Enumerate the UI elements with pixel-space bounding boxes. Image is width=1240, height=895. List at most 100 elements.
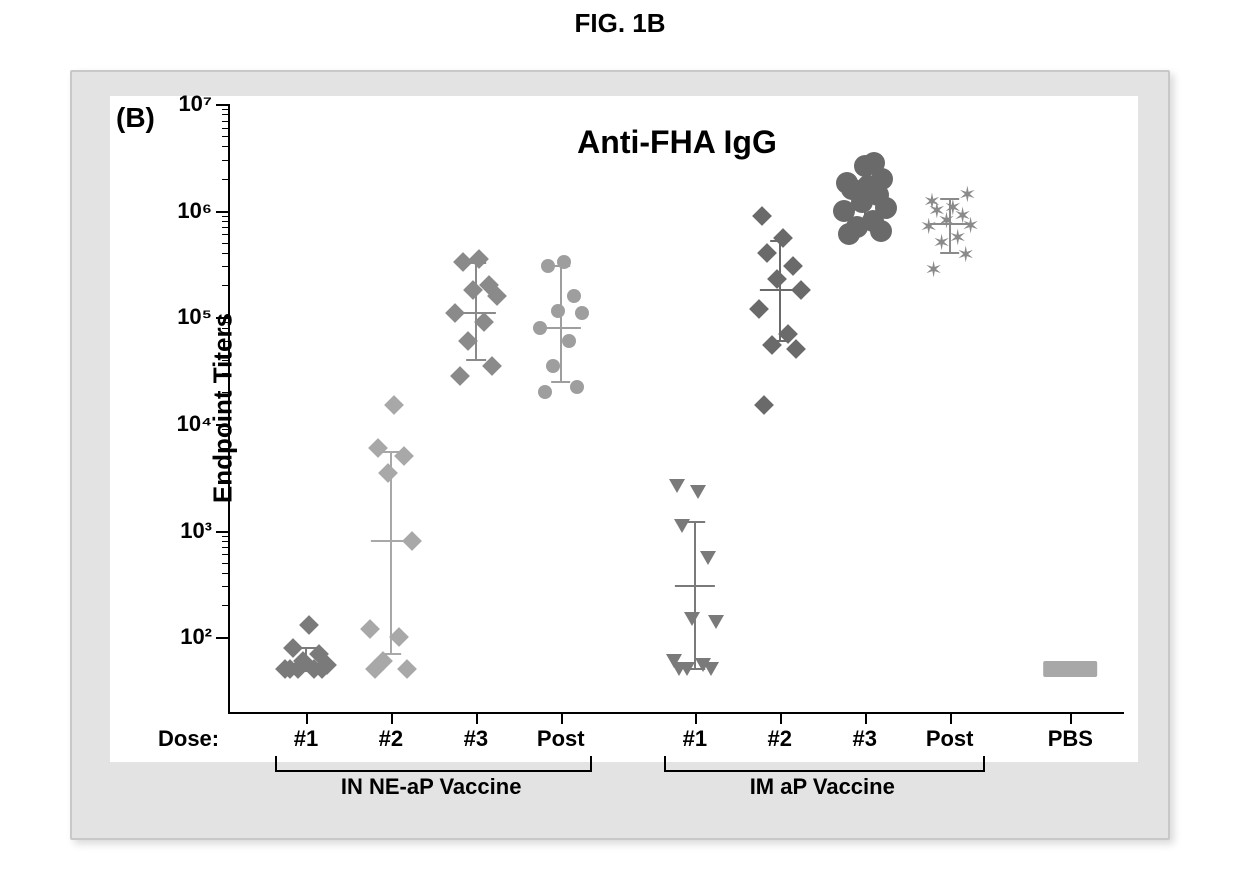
y-minor-tick	[222, 253, 228, 254]
data-point	[541, 259, 555, 273]
panel-tag: (B)	[116, 102, 155, 134]
data-point	[708, 615, 724, 629]
data-point	[469, 249, 489, 269]
data-point	[749, 299, 769, 319]
chart-title: Anti-FHA IgG	[230, 124, 1124, 161]
data-point	[570, 380, 584, 394]
x-tick	[865, 714, 867, 724]
y-minor-tick	[222, 448, 228, 449]
y-tick-label: 10⁷	[178, 91, 212, 117]
y-minor-tick	[222, 456, 228, 457]
x-tick-label: #2	[379, 726, 403, 752]
plot-area: Anti-FHA IgG Endpoint Titers Dose: 10²10…	[228, 104, 1124, 714]
data-point	[695, 658, 711, 672]
x-tick	[306, 714, 308, 724]
data-point	[684, 612, 700, 626]
x-tick-label: #3	[852, 726, 876, 752]
x-tick-label: #1	[294, 726, 318, 752]
y-minor-tick	[222, 285, 228, 286]
y-minor-tick	[222, 360, 228, 361]
x-tick-label: Post	[926, 726, 974, 752]
data-point	[690, 485, 706, 499]
group-label: IN NE-aP Vaccine	[341, 774, 522, 800]
y-major-tick	[216, 424, 228, 426]
x-tick-label: Post	[537, 726, 585, 752]
x-tick-label: #2	[768, 726, 792, 752]
mean-line	[675, 585, 715, 587]
x-tick	[391, 714, 393, 724]
y-minor-tick	[222, 499, 228, 500]
y-minor-tick	[222, 563, 228, 564]
data-point	[863, 152, 885, 174]
figure-container: FIG. 1B (B) Anti-FHA IgG Endpoint Titers…	[0, 0, 1240, 895]
x-tick	[695, 714, 697, 724]
x-tick	[476, 714, 478, 724]
y-minor-tick	[222, 341, 228, 342]
y-minor-tick	[222, 434, 228, 435]
plot-inner: (B) Anti-FHA IgG Endpoint Titers Dose: 1…	[110, 96, 1138, 762]
y-tick-label: 10³	[180, 518, 212, 544]
x-tick	[1070, 714, 1072, 724]
data-point	[299, 615, 319, 635]
y-minor-tick	[222, 322, 228, 323]
group-label: IM aP Vaccine	[750, 774, 895, 800]
y-minor-tick	[222, 554, 228, 555]
y-tick-label: 10⁶	[177, 198, 212, 224]
y-minor-tick	[222, 536, 228, 537]
data-point	[754, 395, 774, 415]
data-point	[836, 172, 858, 194]
error-bar	[694, 522, 696, 669]
x-tick	[950, 714, 952, 724]
error-cap	[466, 359, 486, 361]
data-point	[773, 228, 793, 248]
data-point	[538, 385, 552, 399]
x-tick-label: #3	[464, 726, 488, 752]
data-point	[562, 334, 576, 348]
y-major-tick	[216, 317, 228, 319]
data-point	[783, 257, 803, 277]
y-minor-tick	[222, 349, 228, 350]
data-point	[752, 206, 772, 226]
data-point	[669, 479, 685, 493]
y-minor-tick	[222, 586, 228, 587]
pbs-bar	[1044, 661, 1098, 677]
data-point	[546, 359, 560, 373]
data-point	[389, 627, 409, 647]
data-point	[397, 660, 417, 680]
y-minor-tick	[222, 373, 228, 374]
y-minor-tick	[222, 266, 228, 267]
data-point	[757, 243, 777, 263]
y-minor-tick	[222, 227, 228, 228]
y-minor-tick	[222, 547, 228, 548]
data-point	[445, 303, 465, 323]
data-point	[700, 551, 716, 565]
y-minor-tick	[222, 146, 228, 147]
group-bracket	[664, 756, 985, 772]
data-point	[450, 366, 470, 386]
data-point	[551, 304, 565, 318]
data-point	[575, 306, 589, 320]
error-bar	[390, 452, 392, 654]
group-bracket	[275, 756, 592, 772]
y-minor-tick	[222, 216, 228, 217]
data-point	[666, 654, 682, 668]
y-minor-tick	[222, 179, 228, 180]
data-point	[674, 519, 690, 533]
data-point	[394, 446, 414, 466]
y-minor-tick	[222, 243, 228, 244]
y-minor-tick	[222, 136, 228, 137]
y-minor-tick	[222, 128, 228, 129]
data-point	[567, 289, 581, 303]
data-point	[474, 312, 494, 332]
y-major-tick	[216, 637, 228, 639]
y-minor-tick	[222, 328, 228, 329]
y-minor-tick	[222, 234, 228, 235]
y-tick-label: 10²	[180, 624, 212, 650]
y-major-tick	[216, 104, 228, 106]
y-minor-tick	[222, 109, 228, 110]
y-minor-tick	[222, 541, 228, 542]
data-point	[384, 395, 404, 415]
y-minor-tick	[222, 429, 228, 430]
y-minor-tick	[222, 573, 228, 574]
data-point	[533, 321, 547, 335]
